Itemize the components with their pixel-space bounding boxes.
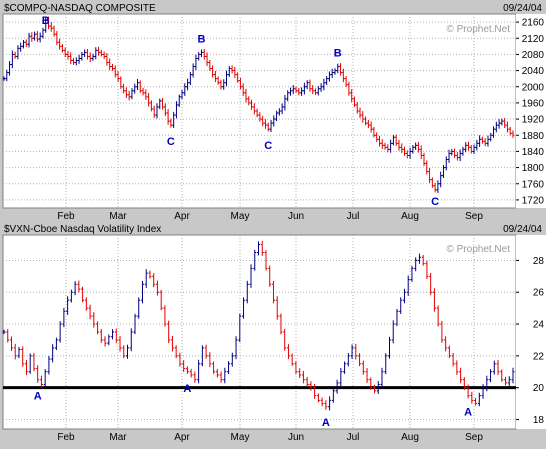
nasdaq-annotation-c: C: [264, 140, 272, 152]
nasdaq-y-tick-label: 1760: [522, 179, 545, 190]
nasdaq-x-tick-label: Jul: [347, 211, 360, 222]
nasdaq-watermark: © Prophet.Net: [446, 24, 510, 35]
vxn-annotation-a: A: [34, 391, 42, 403]
vxn-x-tick-label: Jun: [288, 432, 304, 443]
vxn-y-tick-label: 18: [533, 415, 545, 426]
nasdaq-chart-panel: $COMPQ-NASDAQ COMPOSITE 09/24/04 © Proph…: [3, 3, 546, 222]
nasdaq-annotation-b: B: [42, 15, 50, 27]
vxn-y-tick-label: 22: [533, 351, 545, 362]
vxn-x-tick-label: Mar: [109, 432, 127, 443]
nasdaq-y-tick-label: 2160: [522, 18, 545, 29]
vxn-annotation-a: A: [183, 383, 191, 395]
nasdaq-y-tick-label: 2080: [522, 50, 545, 61]
nasdaq-y-tick-label: 1880: [522, 131, 545, 142]
nasdaq-x-tick-label: Mar: [109, 211, 127, 222]
vxn-y-tick-label: 26: [533, 288, 545, 299]
vxn-x-tick-label: Sep: [465, 432, 483, 443]
vxn-title: $VXN-Cboe Nasdaq Volatility Index: [4, 224, 161, 235]
vxn-y-tick-label: 24: [533, 320, 545, 331]
vxn-x-tick-label: Feb: [57, 432, 75, 443]
vxn-annotation-a: A: [464, 407, 472, 419]
vxn-y-tick-label: 20: [533, 383, 545, 394]
nasdaq-annotation-b: B: [334, 48, 342, 60]
nasdaq-annotation-c: C: [431, 196, 439, 208]
nasdaq-x-tick-label: Apr: [174, 211, 190, 222]
vxn-x-tick-label: Apr: [174, 432, 190, 443]
nasdaq-y-tick-label: 2120: [522, 34, 545, 45]
nasdaq-y-tick-label: 2040: [522, 66, 545, 77]
vxn-x-tick-label: May: [231, 432, 250, 443]
nasdaq-y-tick-label: 1920: [522, 115, 545, 126]
nasdaq-annotation-b: B: [198, 33, 206, 45]
nasdaq-title: $COMPQ-NASDAQ COMPOSITE: [4, 3, 156, 14]
nasdaq-x-tick-label: Aug: [401, 211, 419, 222]
nasdaq-x-tick-label: Jun: [288, 211, 304, 222]
nasdaq-x-tick-label: May: [231, 211, 250, 222]
nasdaq-y-tick-label: 1800: [522, 163, 545, 174]
vxn-watermark: © Prophet.Net: [446, 244, 510, 255]
vxn-annotation-a: A: [322, 417, 330, 429]
vxn-x-tick-label: Aug: [401, 432, 419, 443]
nasdaq-x-tick-label: Feb: [57, 211, 75, 222]
nasdaq-date: 09/24/04: [503, 3, 542, 14]
vxn-y-tick-label: 28: [533, 256, 545, 267]
vxn-plot-area: [3, 235, 516, 429]
nasdaq-y-tick-label: 1720: [522, 195, 545, 206]
vxn-chart-panel: $VXN-Cboe Nasdaq Volatility Index 09/24/…: [3, 224, 546, 443]
nasdaq-annotation-c: C: [167, 136, 175, 148]
vxn-x-tick-label: Jul: [347, 432, 360, 443]
nasdaq-plot-area: [3, 14, 516, 208]
nasdaq-y-tick-label: 2000: [522, 82, 545, 93]
nasdaq-y-tick-label: 1960: [522, 98, 545, 109]
nasdaq-x-tick-label: Sep: [465, 211, 483, 222]
nasdaq-y-tick-label: 1840: [522, 147, 545, 158]
vxn-date: 09/24/04: [503, 224, 542, 235]
